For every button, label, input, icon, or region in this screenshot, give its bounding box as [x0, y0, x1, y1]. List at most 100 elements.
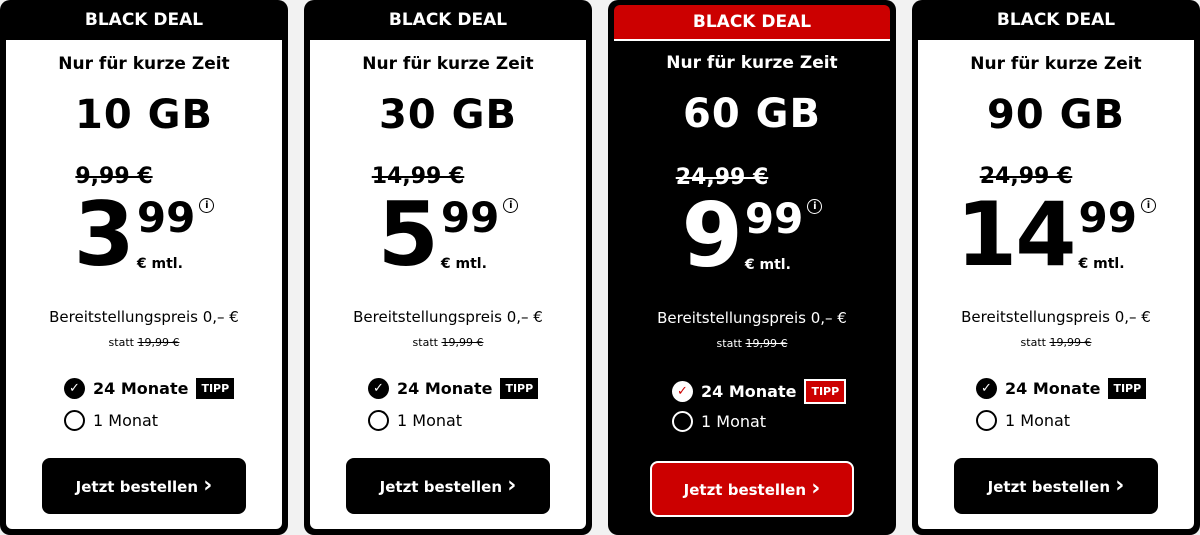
statt-label: statt	[108, 336, 134, 349]
setup-fee-old: statt 19,99 €	[918, 336, 1194, 349]
cents-row: 99 i	[440, 193, 519, 242]
old-price: 24,99 €	[675, 165, 769, 190]
data-volume: 90 GB	[987, 92, 1125, 138]
setup-fee-old: statt 19,99 €	[310, 336, 586, 349]
price-cents: 99	[440, 193, 500, 242]
option-1-month[interactable]: 1 Monat	[672, 411, 766, 432]
setup-old-price: 19,99 €	[1049, 336, 1092, 349]
price: 9 99 i € mtl.	[614, 191, 890, 287]
limited-time-label: Nur für kurze Zeit	[58, 54, 230, 74]
order-label: Jetzt bestellen	[683, 481, 807, 499]
plan-body: Nur für kurze Zeit 10 GB 9,99 € 3 99 i €…	[6, 40, 282, 529]
plan-body: Nur für kurze Zeit 90 GB 24,99 € 14 99 i…	[918, 40, 1194, 529]
order-button[interactable]: Jetzt bestellen ›	[346, 458, 550, 514]
order-button[interactable]: Jetzt bestellen ›	[42, 458, 246, 514]
price-unit: € mtl.	[136, 256, 183, 272]
price-unit: € mtl.	[744, 257, 791, 273]
order-button[interactable]: Jetzt bestellen ›	[650, 461, 854, 517]
setup-fee: Bereitstellungspreis 0,– €	[353, 308, 543, 326]
price: 14 99 i € mtl.	[918, 190, 1194, 286]
order-button[interactable]: Jetzt bestellen ›	[954, 458, 1158, 514]
price-cents: 99	[744, 194, 804, 243]
option-label: 24 Monate	[93, 379, 189, 398]
cents-row: 99 i	[1079, 194, 1156, 242]
order-label: Jetzt bestellen	[987, 478, 1111, 496]
plan-card: BLACK DEAL Nur für kurze Zeit 30 GB 14,9…	[304, 0, 592, 535]
limited-time-label: Nur für kurze Zeit	[666, 53, 838, 73]
black-deal-badge: BLACK DEAL	[996, 10, 1116, 30]
tipp-badge: TIPP	[1108, 378, 1147, 399]
option-label: 24 Monate	[701, 382, 797, 401]
tipp-badge: TIPP	[804, 379, 847, 404]
option-24-months[interactable]: ✓ 24 Monate TIPP	[976, 378, 1147, 399]
price-side: 99 i € mtl.	[1079, 190, 1156, 272]
black-deal-badge: BLACK DEAL	[388, 10, 508, 30]
price-unit: € mtl.	[440, 256, 487, 272]
setup-old-price: 19,99 €	[137, 336, 180, 349]
option-1-month[interactable]: 1 Monat	[976, 410, 1070, 431]
option-label: 1 Monat	[701, 412, 767, 431]
black-deal-badge: BLACK DEAL	[614, 5, 890, 41]
black-deal-badge: BLACK DEAL	[84, 10, 204, 30]
price-side: 99 i € mtl.	[136, 190, 215, 272]
check-icon[interactable]: ✓	[976, 378, 997, 399]
price-euros: 14	[956, 183, 1076, 286]
data-volume: 10 GB	[75, 92, 213, 138]
plan-card: BLACK DEAL Nur für kurze Zeit 10 GB 9,99…	[0, 0, 288, 535]
radio-icon[interactable]	[976, 410, 997, 431]
price-euros: 3	[73, 183, 135, 286]
option-24-months[interactable]: ✓ 24 Monate TIPP	[672, 379, 847, 404]
plan-card: BLACK DEAL Nur für kurze Zeit 60 GB 24,9…	[608, 0, 896, 535]
chevron-right-icon: ›	[203, 473, 213, 498]
statt-label: statt	[412, 336, 438, 349]
price-unit: € mtl.	[1078, 256, 1125, 272]
check-icon[interactable]: ✓	[672, 381, 693, 402]
option-24-months[interactable]: ✓ 24 Monate TIPP	[64, 378, 235, 399]
tipp-badge: TIPP	[196, 378, 235, 399]
limited-time-label: Nur für kurze Zeit	[970, 54, 1142, 74]
data-volume: 30 GB	[379, 92, 517, 138]
option-1-month[interactable]: 1 Monat	[64, 410, 158, 431]
chevron-right-icon: ›	[507, 473, 517, 498]
data-volume: 60 GB	[683, 91, 821, 137]
check-icon[interactable]: ✓	[368, 378, 389, 399]
info-icon[interactable]: i	[503, 198, 519, 213]
chevron-right-icon: ›	[1115, 473, 1125, 498]
option-label: 1 Monat	[1005, 411, 1071, 430]
price-side: 99 i € mtl.	[440, 190, 519, 272]
info-icon[interactable]: i	[807, 199, 823, 214]
option-label: 1 Monat	[93, 411, 159, 430]
info-icon[interactable]: i	[1140, 198, 1156, 213]
statt-label: statt	[716, 337, 742, 350]
old-price: 14,99 €	[371, 164, 465, 189]
option-label: 24 Monate	[397, 379, 493, 398]
price: 3 99 i € mtl.	[6, 190, 282, 286]
price-cents: 99	[136, 193, 196, 242]
setup-fee: Bereitstellungspreis 0,– €	[657, 309, 847, 327]
setup-old-price: 19,99 €	[745, 337, 788, 350]
option-label: 1 Monat	[397, 411, 463, 430]
setup-fee-old: statt 19,99 €	[6, 336, 282, 349]
price-euros: 5	[377, 183, 439, 286]
info-icon[interactable]: i	[199, 198, 215, 213]
setup-fee: Bereitstellungspreis 0,– €	[961, 308, 1151, 326]
radio-icon[interactable]	[64, 410, 85, 431]
option-label: 24 Monate	[1005, 379, 1101, 398]
setup-fee-old: statt 19,99 €	[614, 337, 890, 350]
price: 5 99 i € mtl.	[310, 190, 586, 286]
check-icon[interactable]: ✓	[64, 378, 85, 399]
setup-fee: Bereitstellungspreis 0,– €	[49, 308, 239, 326]
radio-icon[interactable]	[672, 411, 693, 432]
old-price: 9,99 €	[75, 164, 153, 189]
cents-row: 99 i	[136, 193, 215, 242]
order-label: Jetzt bestellen	[75, 478, 199, 496]
cents-row: 99 i	[744, 194, 823, 243]
setup-old-price: 19,99 €	[441, 336, 484, 349]
option-24-months[interactable]: ✓ 24 Monate TIPP	[368, 378, 539, 399]
price-euros: 9	[681, 184, 743, 287]
order-label: Jetzt bestellen	[379, 478, 503, 496]
limited-time-label: Nur für kurze Zeit	[362, 54, 534, 74]
plan-body: Nur für kurze Zeit 30 GB 14,99 € 5 99 i …	[310, 40, 586, 529]
radio-icon[interactable]	[368, 410, 389, 431]
option-1-month[interactable]: 1 Monat	[368, 410, 462, 431]
